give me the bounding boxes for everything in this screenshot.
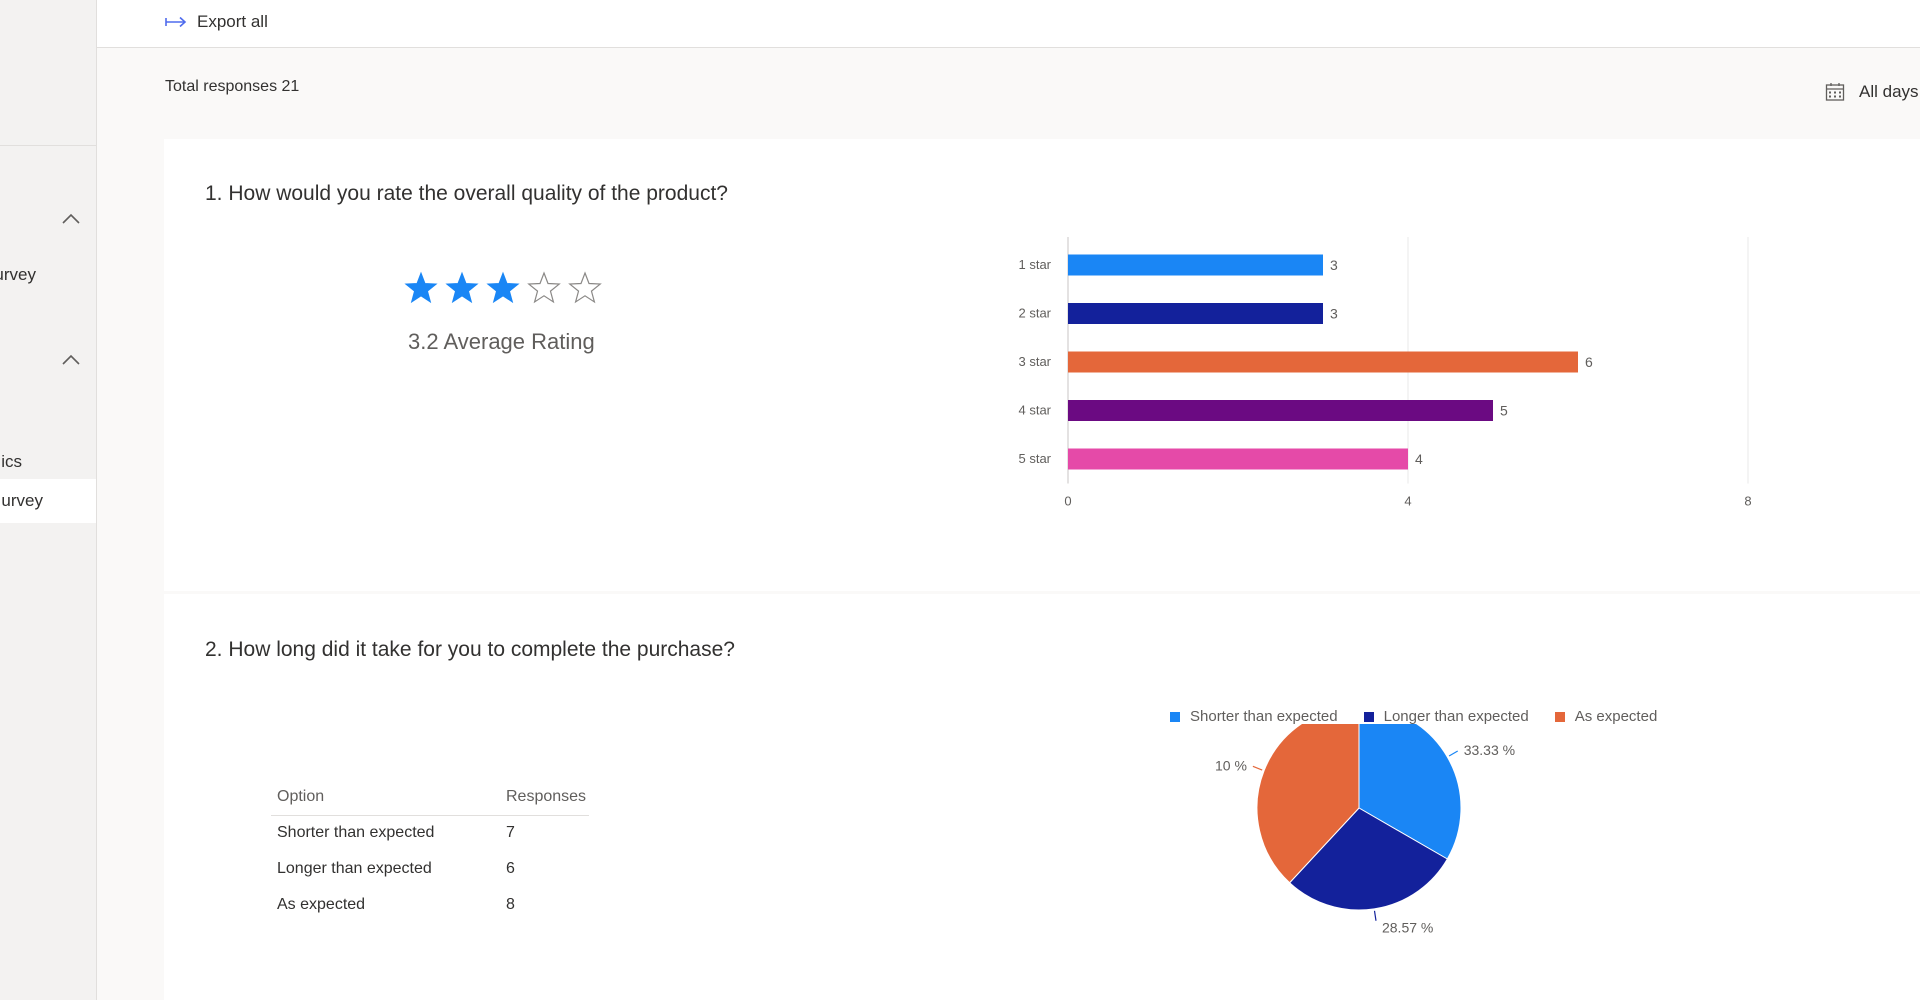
legend-label: Longer than expected bbox=[1383, 708, 1529, 725]
bar[interactable] bbox=[1068, 400, 1493, 421]
star-rating bbox=[404, 271, 602, 305]
category-label: 4 star bbox=[1018, 403, 1051, 418]
legend-label: As expected bbox=[1574, 708, 1658, 725]
x-tick-label: 0 bbox=[1064, 494, 1071, 509]
export-arrow-icon bbox=[165, 16, 187, 28]
legend-item[interactable]: Shorter than expected bbox=[1170, 708, 1338, 725]
legend-swatch bbox=[1554, 711, 1565, 722]
option-cell: Longer than expected bbox=[277, 860, 432, 877]
star-filled-icon bbox=[404, 271, 438, 305]
nav-divider bbox=[0, 145, 96, 146]
legend-swatch bbox=[1363, 711, 1374, 722]
question-title: 2. How long did it take for you to compl… bbox=[205, 638, 735, 661]
export-all-label: Export all bbox=[197, 12, 268, 31]
slice-percent-label: 33.33 % bbox=[1464, 742, 1515, 758]
date-filter-label: All days bbox=[1859, 82, 1919, 101]
responses-cell: 8 bbox=[506, 896, 515, 913]
date-filter-button[interactable]: All days bbox=[1825, 82, 1919, 102]
slice-leader-line bbox=[1373, 910, 1377, 921]
left-nav: urvey ics urvey bbox=[0, 0, 97, 1000]
legend-item[interactable]: Longer than expected bbox=[1363, 708, 1529, 725]
table-row: Shorter than expected 7 bbox=[271, 815, 589, 851]
column-header-responses: Responses bbox=[500, 779, 589, 816]
data-label: 3 bbox=[1330, 257, 1338, 273]
option-cell: As expected bbox=[277, 896, 366, 913]
star-filled-icon bbox=[486, 271, 520, 305]
star-empty-icon bbox=[527, 271, 561, 305]
bar[interactable] bbox=[1068, 303, 1323, 324]
legend-swatch bbox=[1170, 711, 1180, 722]
pie-slice[interactable] bbox=[1358, 724, 1462, 860]
column-header-option: Option bbox=[271, 779, 500, 816]
legend-item[interactable]: As expected bbox=[1554, 708, 1658, 725]
slice-percent-label: 38.10 % bbox=[1214, 757, 1247, 773]
x-tick-label: 8 bbox=[1744, 494, 1751, 509]
toolbar: Export all bbox=[97, 0, 1920, 48]
responses-cell: 7 bbox=[506, 824, 515, 842]
average-rating-label: 3.2 Average Rating bbox=[408, 329, 595, 354]
option-cell: Shorter than expected bbox=[277, 824, 435, 842]
responses-cell: 6 bbox=[506, 860, 515, 877]
x-tick-label: 4 bbox=[1404, 494, 1411, 509]
bar[interactable] bbox=[1068, 448, 1408, 470]
star-empty-icon bbox=[568, 271, 602, 305]
question-card-1: 1. How would you rate the overall qualit… bbox=[164, 139, 1920, 591]
nav-item-label: urvey bbox=[0, 265, 36, 284]
duration-pie-chart: 33.33 % 28.57 % 38.10 % bbox=[1214, 724, 1515, 936]
bar[interactable] bbox=[1068, 254, 1323, 276]
total-responses: Total responses 21 bbox=[165, 78, 300, 95]
nav-item-survey-active[interactable]: urvey bbox=[0, 479, 96, 523]
category-label: 2 star bbox=[1018, 306, 1051, 321]
nav-item-label: ics bbox=[1, 452, 22, 471]
category-label: 1 star bbox=[1018, 257, 1051, 272]
bar[interactable] bbox=[1068, 351, 1578, 373]
collapse-chevron-up-icon[interactable] bbox=[60, 349, 82, 371]
legend-label: Shorter than expected bbox=[1190, 708, 1338, 725]
pie-legend: Shorter than expected Longer than expecte… bbox=[1170, 708, 1683, 725]
slice-leader-line bbox=[1448, 750, 1459, 757]
slice-leader-line bbox=[1252, 765, 1263, 771]
table-row: As expected 8 bbox=[271, 887, 589, 923]
responses-table: Option Responses Shorter than expected 7… bbox=[271, 779, 589, 923]
nav-item-label: urvey bbox=[1, 491, 43, 510]
data-label: 5 bbox=[1500, 403, 1508, 419]
category-label: 5 star bbox=[1018, 451, 1051, 466]
pie-slice[interactable] bbox=[1256, 724, 1360, 884]
collapse-chevron-up-icon[interactable] bbox=[60, 208, 82, 230]
question-title: 1. How would you rate the overall qualit… bbox=[205, 182, 728, 205]
table-row: Longer than expected 6 bbox=[271, 851, 589, 887]
calendar-icon bbox=[1825, 83, 1845, 101]
export-all-button[interactable]: Export all bbox=[165, 9, 268, 35]
nav-item-analytics[interactable]: ics bbox=[0, 440, 96, 484]
slice-percent-label: 28.57 % bbox=[1382, 920, 1433, 936]
data-label: 6 bbox=[1585, 354, 1593, 370]
question-card-2: 2. How long did it take for you to compl… bbox=[164, 594, 1920, 1000]
nav-item-survey[interactable]: urvey bbox=[0, 253, 96, 297]
category-label: 3 star bbox=[1018, 354, 1051, 369]
pie-slice[interactable] bbox=[1288, 807, 1449, 911]
table-header-row: Option Responses bbox=[271, 779, 589, 816]
star-filled-icon bbox=[445, 271, 479, 305]
rating-bar-chart: 1 star 3 2 star 3 3 star 6 4 star 5 5 star 4 0 4 8 bbox=[1018, 237, 1752, 509]
data-label: 4 bbox=[1415, 451, 1423, 467]
data-label: 3 bbox=[1330, 306, 1338, 322]
